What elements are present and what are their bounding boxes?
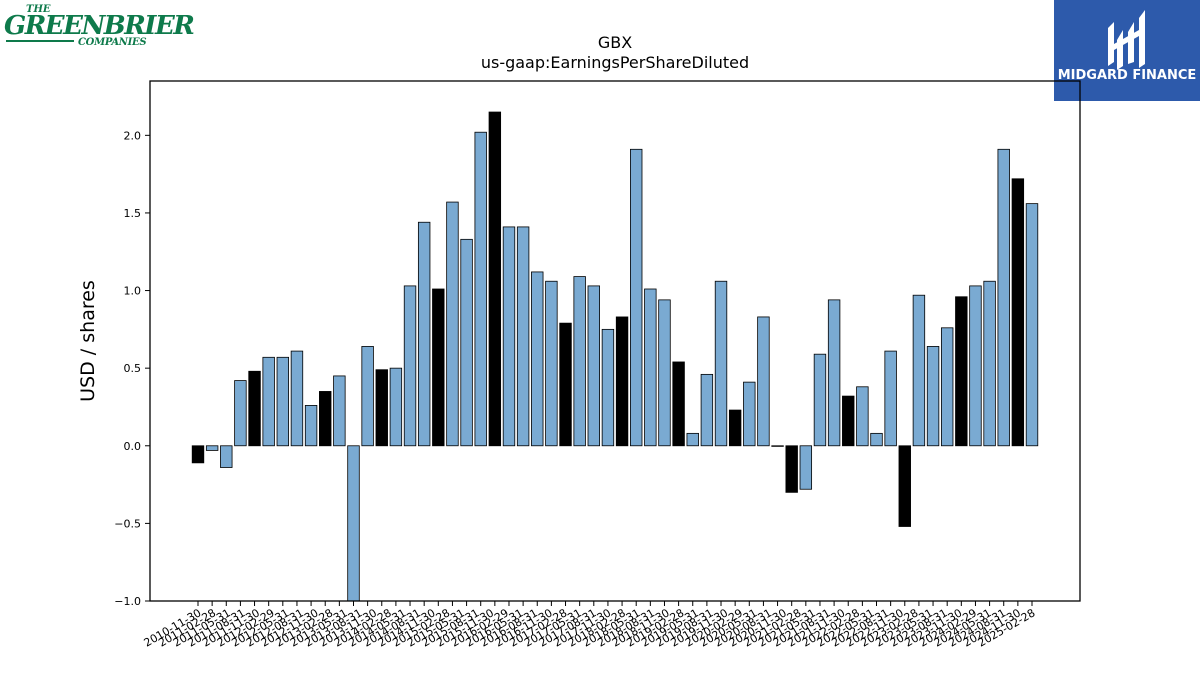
y-tick-label: 1.0 (124, 285, 142, 298)
bar (714, 280, 728, 447)
greenbrier-logo: THE GREENBRIER COMPANIES (4, 4, 195, 50)
y-axis-label: USD / shares (77, 280, 99, 402)
bar (856, 386, 869, 447)
bar (248, 370, 261, 447)
y-tick-label: 2.0 (124, 129, 142, 142)
y-tick-label: 1.5 (124, 207, 142, 220)
midgard-emblem-icon (1108, 10, 1145, 70)
bar (983, 280, 996, 447)
bar (516, 226, 530, 447)
bar (700, 373, 714, 447)
bar (205, 445, 219, 451)
bar (290, 350, 304, 447)
chart-subtitle: us-gaap:EarningsPerShareDiluted (481, 53, 749, 72)
bar (813, 353, 827, 447)
midgard-finance-name: MIDGARD FINANCE (1057, 68, 1197, 83)
bar (191, 445, 205, 464)
plot-frame (149, 80, 1081, 602)
bar (799, 445, 813, 490)
bar (644, 288, 657, 447)
logo-line-the: THE (26, 4, 51, 15)
bar (615, 316, 629, 447)
bar (658, 299, 671, 447)
bar (319, 391, 332, 447)
bar (1025, 203, 1039, 447)
bar (304, 405, 318, 447)
bar (502, 226, 516, 447)
bar (912, 294, 926, 447)
bar (601, 328, 615, 447)
bar (728, 409, 742, 447)
logo-rule (6, 40, 74, 42)
logo-line-companies: COMPANIES (78, 37, 147, 48)
bar (842, 395, 855, 447)
bars-group (191, 111, 1039, 602)
bar (757, 316, 770, 447)
y-tick-label: 0.5 (124, 362, 142, 375)
bar (686, 432, 699, 447)
bar (587, 285, 600, 447)
bar (220, 445, 233, 468)
bar (460, 238, 473, 447)
bar (884, 350, 897, 447)
midgard-finance-logo: MIDGARD FINANCE (1054, 0, 1200, 101)
logo-line-greenbrier: GREENBRIER (4, 11, 195, 41)
y-tick-label: −1.0 (114, 595, 141, 608)
bar (559, 322, 572, 447)
bar (403, 285, 417, 447)
bar (276, 356, 290, 447)
bar (771, 445, 784, 447)
bar (234, 380, 247, 447)
bar (389, 367, 403, 447)
y-tick-label: −0.5 (114, 517, 141, 530)
y-axis: −1.0 −0.5 0.0 0.5 1.0 1.5 2.0 (114, 129, 150, 608)
bar (743, 381, 756, 447)
bar (361, 346, 374, 447)
bar (870, 432, 883, 447)
bar (969, 285, 982, 447)
bar (940, 327, 954, 447)
bar (262, 356, 275, 447)
bar (488, 111, 502, 447)
bar (531, 271, 544, 447)
bar (672, 361, 685, 447)
bar (955, 296, 968, 447)
chart-title: GBX (598, 33, 632, 52)
bar (333, 375, 346, 447)
bar (898, 445, 911, 527)
bar (785, 445, 798, 493)
bar (417, 221, 431, 447)
bar (432, 288, 445, 447)
bar (997, 148, 1010, 447)
bar (446, 201, 459, 447)
bar (474, 131, 487, 447)
bar (545, 280, 558, 447)
y-tick-label: 0.0 (124, 440, 142, 453)
bar (1011, 178, 1025, 447)
bar (573, 276, 586, 447)
bar (630, 148, 643, 447)
bar (827, 299, 841, 447)
bar (926, 346, 940, 447)
bar (347, 445, 360, 602)
x-axis: 2010-11-302011-02-282011-05-312011-08-31… (142, 601, 1038, 650)
bar (375, 369, 388, 447)
